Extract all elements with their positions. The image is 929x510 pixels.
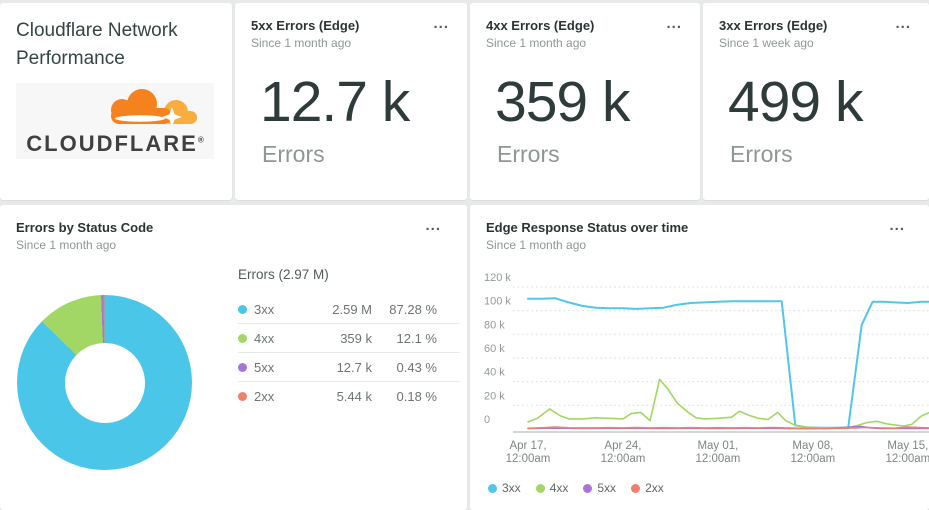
card-subtitle: Since 1 month ago — [16, 238, 117, 252]
table-row-2xx[interactable]: 2xx 5.44 k 0.18 % — [238, 382, 460, 410]
row-label: 3xx — [254, 301, 275, 317]
legend-item-5xx[interactable]: 5xx — [583, 481, 616, 495]
legend-item-3xx[interactable]: 3xx — [488, 481, 521, 495]
donut-chart[interactable] — [17, 295, 192, 470]
kpi-value: 359 k — [495, 70, 630, 134]
card-menu-button[interactable]: ... — [662, 13, 686, 34]
card-subtitle: Since 1 month ago — [251, 36, 352, 50]
kpi-card-4xx: 4xx Errors (Edge) Since 1 month ago ... … — [470, 3, 700, 200]
card-title: 5xx Errors (Edge) — [251, 18, 360, 33]
table-header: Errors (2.97 M) — [238, 267, 329, 282]
errors-by-status-card: Errors by Status Code Since 1 month ago … — [0, 205, 467, 510]
status-dot-5xx — [238, 362, 247, 372]
row-label: 2xx — [254, 388, 275, 404]
table-row-4xx[interactable]: 4xx 359 k 12.1 % — [238, 324, 460, 353]
status-dot-4xx — [238, 333, 247, 343]
svg-text:Apr 17,12:00am: Apr 17, 12:00am — [506, 440, 551, 465]
row-label: 5xx — [254, 359, 275, 375]
legend-item-4xx[interactable]: 4xx — [535, 481, 569, 495]
kpi-caption: Errors — [730, 141, 793, 167]
header-card: Cloudflare Network Performance CLOUDFLAR… — [0, 3, 232, 200]
svg-text:0: 0 — [484, 414, 490, 426]
svg-text:80 k: 80 k — [484, 319, 505, 331]
card-menu-button[interactable]: ... — [891, 13, 915, 34]
row-value: 359 k — [340, 330, 372, 346]
status-table: Errors (2.97 M) 3xx 2.59 M 87.28 % 4xx 3… — [238, 267, 460, 410]
svg-text:100 k: 100 k — [484, 296, 511, 308]
cloudflare-cloud-icon — [111, 89, 197, 127]
row-percent: 12.1 % — [396, 330, 437, 346]
status-dot-3xx — [238, 304, 247, 314]
card-menu-button[interactable]: ... — [421, 215, 445, 236]
svg-text:May 01,12:00am: May 01, 12:00am — [696, 440, 741, 465]
card-title: 3xx Errors (Edge) — [719, 18, 828, 33]
legend-dot-2xx — [631, 483, 641, 493]
legend-label: 5xx — [597, 481, 617, 495]
svg-text:May 08,12:00am: May 08, 12:00am — [791, 440, 836, 465]
status-dot-2xx — [238, 391, 247, 401]
legend-dot-5xx — [583, 483, 593, 493]
donut-hole — [64, 342, 145, 423]
card-subtitle: Since 1 month ago — [486, 238, 587, 252]
row-value: 5.44 k — [336, 388, 372, 404]
card-title: Edge Response Status over time — [486, 220, 689, 235]
row-value: 2.59 M — [332, 301, 372, 317]
row-percent: 87.28 % — [389, 301, 437, 317]
legend-label: 4xx — [549, 481, 569, 495]
card-subtitle: Since 1 month ago — [486, 36, 587, 50]
line-chart[interactable]: 120 k 100 k 80 k 60 k 40 k 20 k 0 Apr 17, 12:00a… — [470, 205, 929, 510]
kpi-caption: Errors — [262, 141, 325, 167]
kpi-card-5xx: 5xx Errors (Edge) Since 1 month ago ... … — [235, 3, 467, 200]
svg-text:Apr 24,12:00am: Apr 24, 12:00am — [601, 440, 646, 465]
table-row-3xx[interactable]: 3xx 2.59 M 87.28 % — [238, 295, 460, 324]
svg-text:May 15,12:00am: May 15, 12:00am — [885, 440, 929, 465]
chart-legend: 3xx 4xx 5xx 2xx — [488, 481, 664, 495]
kpi-value: 499 k — [728, 70, 863, 134]
svg-text:40 k: 40 k — [484, 367, 505, 379]
legend-label: 3xx — [502, 481, 521, 495]
dashboard-title: Cloudflare Network Performance — [16, 20, 178, 69]
kpi-caption: Errors — [497, 141, 560, 167]
cloudflare-logo: CLOUDFLARE® — [16, 83, 214, 159]
legend-dot-4xx — [535, 483, 545, 493]
row-percent: 0.18 % — [396, 388, 437, 404]
card-subtitle: Since 1 week ago — [719, 36, 814, 50]
row-value: 12.7 k — [336, 359, 372, 375]
row-percent: 0.43 % — [396, 359, 437, 375]
legend-item-2xx[interactable]: 2xx — [631, 481, 664, 495]
card-menu-button[interactable]: ... — [429, 13, 453, 34]
row-label: 4xx — [254, 330, 275, 346]
legend-label: 2xx — [645, 481, 664, 495]
svg-text:20 k: 20 k — [484, 390, 505, 402]
kpi-value: 12.7 k — [260, 70, 410, 134]
svg-text:60 k: 60 k — [484, 343, 505, 355]
card-title: 4xx Errors (Edge) — [486, 18, 595, 33]
cloudflare-wordmark: CLOUDFLARE® — [26, 131, 204, 156]
edge-response-card: Edge Response Status over time Since 1 m… — [470, 205, 929, 510]
table-row-5xx[interactable]: 5xx 12.7 k 0.43 % — [238, 353, 460, 382]
card-title: Errors by Status Code — [16, 220, 154, 235]
card-menu-button[interactable]: ... — [885, 215, 909, 236]
svg-text:120 k: 120 k — [484, 272, 511, 284]
legend-dot-3xx — [488, 483, 497, 493]
kpi-card-3xx: 3xx Errors (Edge) Since 1 week ago ... 4… — [703, 3, 929, 200]
